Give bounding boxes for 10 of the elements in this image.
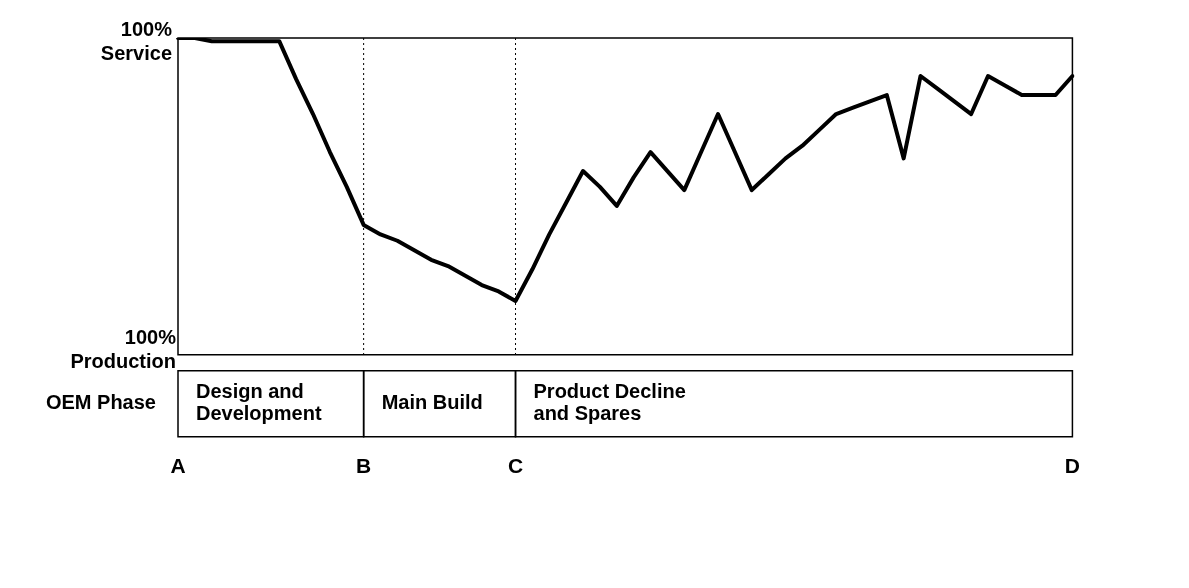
x-tick-label: B [356,454,372,478]
text: Product Decline and Spares [533,380,686,425]
x-tick-label: A [170,454,186,478]
text: 100% Production [70,326,177,373]
x-tick-label: D [1064,454,1080,478]
text: Design and Development [196,380,322,425]
text: OEM Phase [45,391,156,414]
text: Main Build [381,391,483,414]
text: 100% Service [100,17,173,64]
x-tick-label: C [507,454,524,478]
